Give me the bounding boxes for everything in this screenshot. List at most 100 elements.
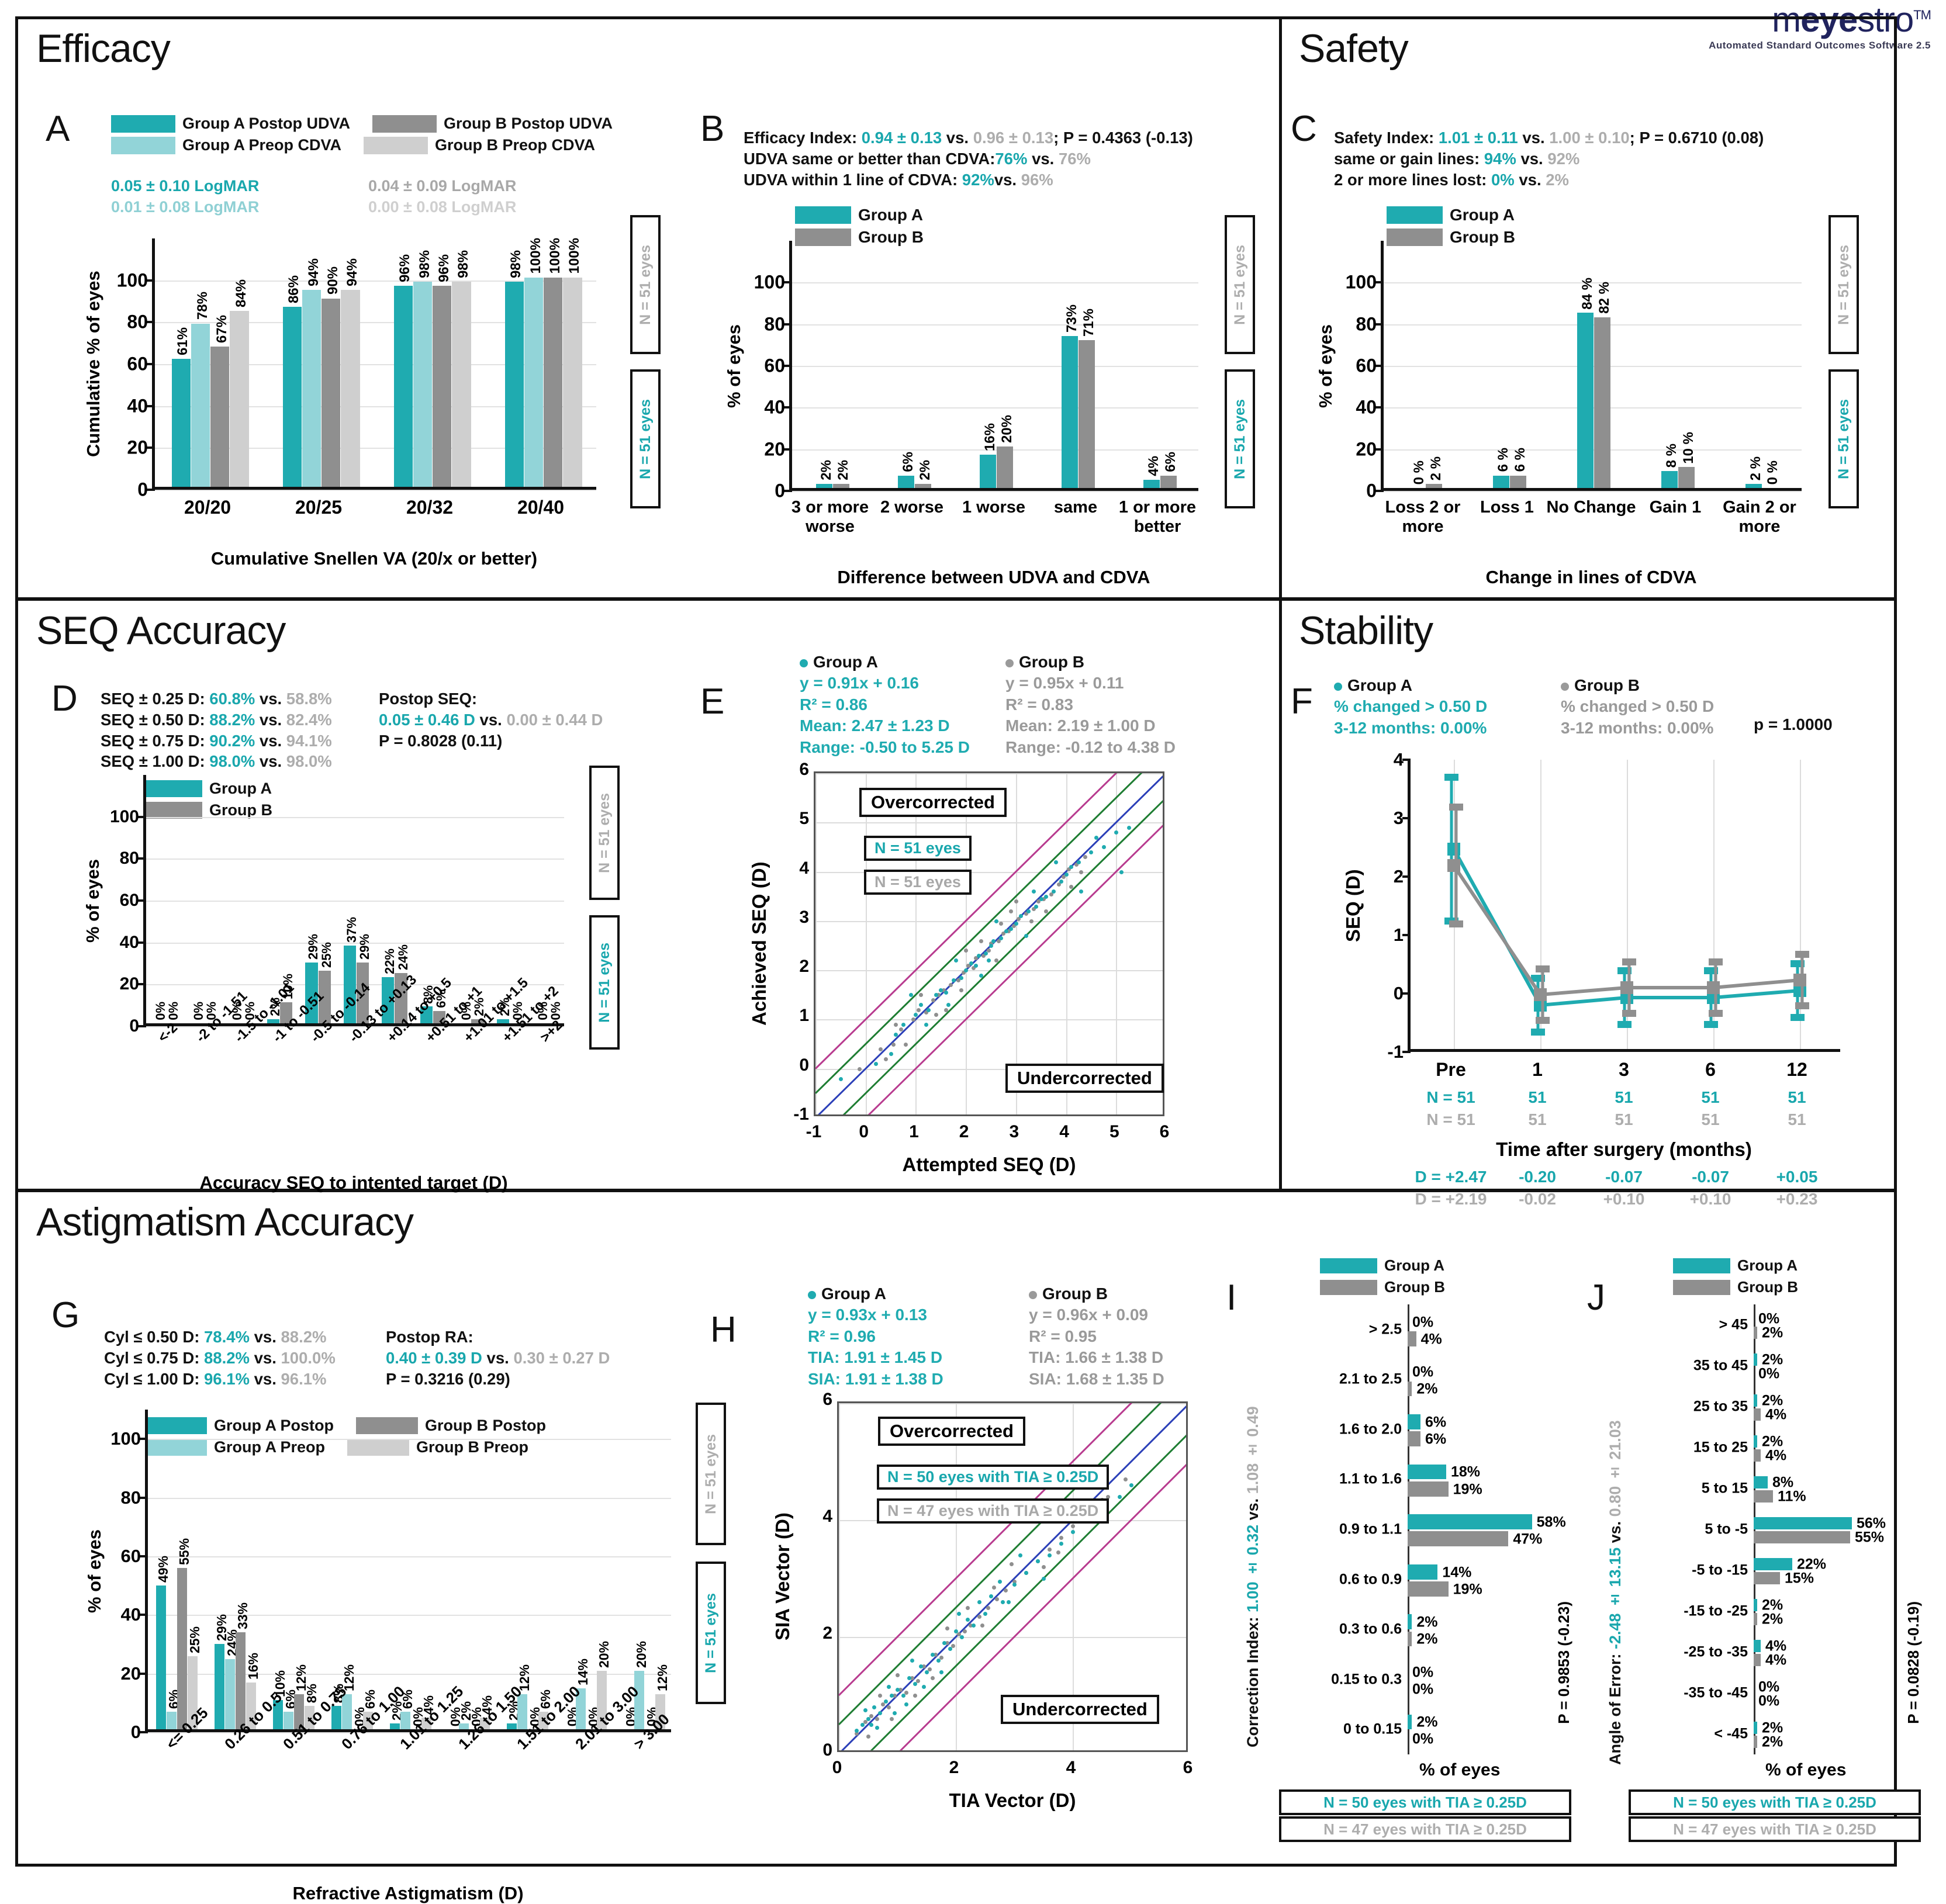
- panel-g-stats-right-seg-0-0: Postop RA:: [386, 1328, 473, 1346]
- panel-h-chart-point-b: [980, 1623, 984, 1628]
- panel-c-chart-ytick-5: 100: [1345, 271, 1377, 293]
- panel-i-chart-category-label: 0.9 to 1.1: [1339, 1521, 1402, 1538]
- panel-d-chart-ytick-5: 100: [109, 806, 139, 826]
- panel-c-chart-bar-label: 6 %: [1495, 448, 1511, 472]
- panel-a-chart-bar-label: 98%: [455, 250, 472, 278]
- panel-a-chart-ytickmark-0: [147, 489, 155, 491]
- panel-b-chart-bar: [1061, 335, 1078, 488]
- panel-h-chart-point-a: [931, 1653, 935, 1657]
- panel-c-chart-xcat-line-0: Gain 1: [1649, 498, 1702, 517]
- panel-f-chart-vgrid-0: [1454, 760, 1455, 1049]
- panel-i-chart-bar-label: 19%: [1453, 1581, 1482, 1598]
- panel-b-chart-ylabel: % of eyes: [724, 324, 744, 408]
- panel-b-nbox-groupa: N = 51 eyes: [1225, 369, 1255, 508]
- panel-i-chart-bar-label: 2%: [1416, 1713, 1438, 1730]
- panel-g-stats-left-seg-2-1: 96.1%: [204, 1369, 250, 1388]
- panel-h-chart-point-a: [1036, 1559, 1040, 1563]
- panel-f-chart-dA-0: D = +2.47: [1415, 1168, 1487, 1186]
- panel-h-chart-point-b: [1012, 1580, 1017, 1584]
- panel-e-chart-point-a: [1052, 889, 1056, 894]
- panel-c-legend-item: Group A: [1387, 206, 1515, 224]
- panel-f-chart-dA-1: -0.20: [1519, 1168, 1556, 1186]
- panel-a-chart-ytick-3: 60: [127, 353, 148, 375]
- panel-c-chart-ytickmark-2: [1375, 406, 1384, 409]
- panel-g-legend-swatch: [145, 1417, 207, 1434]
- panel-j-chart-category-label: -5 to -15: [1692, 1562, 1748, 1578]
- panel-label-e: E: [700, 681, 725, 722]
- panel-g-chart-bar: [156, 1585, 166, 1729]
- panel-j-chart-bar: [1754, 1490, 1773, 1503]
- panel-g-chart-bar-label: 8%: [304, 1683, 319, 1703]
- panel-h-legend-b-line-2: TIA: 1.66 ± 1.38 D: [1029, 1348, 1164, 1367]
- divider-seq-stability: [1279, 597, 1282, 1192]
- panel-f-chart-ytickmark-5: [1402, 759, 1411, 761]
- panel-g-chart-gridline-0: [148, 1732, 671, 1733]
- panel-j-chart-category-label: 25 to 35: [1693, 1398, 1748, 1415]
- panel-j-chart-bar-label: 56%: [1857, 1515, 1886, 1532]
- panel-e-chart-point-a: [1054, 860, 1059, 864]
- panel-j-chart-bar-label: 2%: [1762, 1324, 1783, 1341]
- panel-label-h: H: [710, 1310, 737, 1350]
- panel-a-chart-bar-label: 61%: [175, 327, 191, 356]
- panel-g-chart-bar-label: 25%: [187, 1626, 202, 1653]
- panel-i-chart: > 2.5 0% 4% 2.1 to 2.5 0% 2% 1.6 to 2.0 6% 6% 1.1…: [1331, 1304, 1577, 1780]
- panel-i-chart-category-label: 2.1 to 2.5: [1339, 1370, 1402, 1387]
- panel-g-stats-right-line-2: P = 0.3216 (0.29): [386, 1369, 610, 1390]
- panel-b-chart-ytickmark-0: [784, 490, 792, 492]
- panel-c-stats-seg-2-0: 2 or more lines lost:: [1334, 170, 1491, 189]
- panel-e-chart-point-a: [1009, 926, 1014, 931]
- panel-h-chart-point-a: [948, 1647, 952, 1651]
- panel-a-chart-bar-label: 96%: [435, 254, 452, 282]
- panel-a-legend-swatch: [111, 136, 175, 154]
- panel-d-chart-bar: [382, 977, 395, 1023]
- panel-d-chart-ytick-1: 20: [119, 974, 139, 994]
- panel-i-chart-bar-label: 18%: [1451, 1463, 1481, 1480]
- logo-bold: eye: [1800, 0, 1858, 39]
- panel-f-legend-a-line-0: % changed > 0.50 D: [1334, 697, 1488, 716]
- panel-f-chart-dB-2: +0.10: [1603, 1190, 1645, 1208]
- panel-b-chart-ytick-1: 20: [764, 438, 785, 460]
- panel-h-legend-b-title-label: Group B: [1042, 1285, 1108, 1303]
- panel-g-chart-ytick-5: 100: [110, 1428, 141, 1449]
- panel-g-chart-bar-label: 16%: [246, 1652, 261, 1680]
- panel-f-chart-dA-3: -0.07: [1692, 1168, 1729, 1186]
- panel-h-chart-point-a: [977, 1600, 981, 1604]
- panel-g-legend-item: Group B Preop: [347, 1438, 528, 1456]
- panel-h-chart-point-a: [1001, 1600, 1005, 1604]
- panel-h-chart-point-b: [887, 1705, 891, 1709]
- logo-wordmark: meyestroTM: [1709, 2, 1931, 37]
- panel-h-chart-point-a: [983, 1612, 987, 1616]
- panel-f-chart-ytick-0: -1: [1387, 1041, 1404, 1062]
- panel-e-legend-a-line-2: Mean: 2.47 ± 1.23 D: [800, 716, 950, 735]
- panel-e-chart-hgrid-1: [815, 1068, 1163, 1070]
- panel-d-chart-plot: 0 20 40 60 80 100 0% 0% 0% 0% 0% 0% 2% 10% 29% 25% 37% 29…: [110, 775, 564, 1036]
- panel-c-chart-bar-label: 6 %: [1512, 448, 1528, 472]
- panel-h-legend-b-marker-icon: [1029, 1291, 1037, 1299]
- panel-a-chart-bar-label: 94%: [344, 258, 361, 287]
- panel-e-chart-xlabel: Attempted SEQ (D): [902, 1154, 1076, 1175]
- panel-e-chart-point-a: [1024, 934, 1028, 939]
- panel-b-chart-bar: [1160, 475, 1177, 488]
- panel-c-stats-seg-2-2: vs.: [1514, 170, 1546, 189]
- panel-e-legend-a-line-3: Range: -0.50 to 5.25 D: [800, 738, 970, 756]
- panel-b-stats-seg-2-2: vs.: [994, 170, 1021, 189]
- panel-c-chart-bar: [1510, 475, 1526, 488]
- panel-g-chart-ytick-1: 20: [120, 1663, 141, 1684]
- panel-h-chart-point-a: [1007, 1600, 1011, 1604]
- panel-d-chart-bar: [471, 1019, 484, 1023]
- panel-d-stats-left-seg-0-2: vs.: [255, 690, 286, 708]
- panel-j-ylabel-seg-0: Angle of Error:: [1606, 1649, 1624, 1765]
- panel-e-legend-b-title-label: Group B: [1019, 653, 1084, 671]
- panel-g-chart-bar: [246, 1682, 256, 1729]
- panel-f-legend-a-line-1: 3-12 months: 0.00%: [1334, 718, 1487, 737]
- panel-g-stats-left-seg-0-0: Cyl ≤ 0.50 D:: [104, 1328, 204, 1346]
- panel-h-chart-point-b: [992, 1585, 996, 1590]
- panel-j-chart-category-label: 15 to 25: [1693, 1439, 1748, 1456]
- panel-i-legend-row-1: Group B: [1320, 1278, 1467, 1296]
- panel-g-legend-row-0: Group A Postop Group B Postop: [145, 1417, 568, 1435]
- panel-a-legend-swatch: [364, 136, 428, 154]
- panel-e-legend-b-line-1: R² = 0.83: [1005, 695, 1073, 714]
- panel-c-chart-xcat: No Change: [1526, 498, 1657, 517]
- panel-d-stats-left-seg-1-0: SEQ ± 0.50 D:: [101, 710, 210, 729]
- panel-b-chart-bar-label: 2%: [818, 460, 834, 480]
